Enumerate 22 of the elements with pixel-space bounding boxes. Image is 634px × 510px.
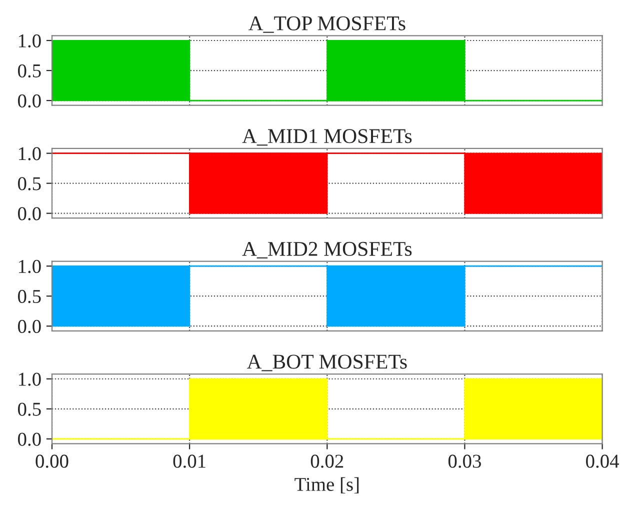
y-tick-label: 0.0 <box>18 432 41 446</box>
x-tick-label: 0.04 <box>586 454 620 468</box>
chart-title: A_BOT MOSFETs <box>246 354 407 372</box>
y-tick-label: 1.0 <box>18 372 41 386</box>
chart-title: A_TOP MOSFETs <box>248 16 406 33</box>
y-tick-label: 0.5 <box>18 177 41 190</box>
x-tick-label: 0.00 <box>36 454 68 468</box>
chart-title: A_MID1 MOSFETs <box>242 129 412 146</box>
y-tick-label: 1.0 <box>18 34 41 48</box>
y-tick-label: 0.5 <box>18 290 41 304</box>
chart-title: A_MID2 MOSFETs <box>242 242 412 258</box>
y-tick-label: 0.5 <box>18 402 41 416</box>
y-tick-label: 1.0 <box>18 260 41 274</box>
y-tick-label: 0.5 <box>18 64 41 78</box>
y-tick-label: 1.0 <box>18 147 41 160</box>
x-tick-label: 0.03 <box>448 454 481 468</box>
y-tick-label: 0.0 <box>18 320 41 334</box>
x-tick-label: 0.01 <box>173 454 206 468</box>
x-tick-label: 0.02 <box>310 454 344 468</box>
x-axis-title: Time [s] <box>294 477 359 494</box>
y-tick-label: 0.0 <box>18 94 41 108</box>
y-tick-label: 0.0 <box>18 207 41 220</box>
